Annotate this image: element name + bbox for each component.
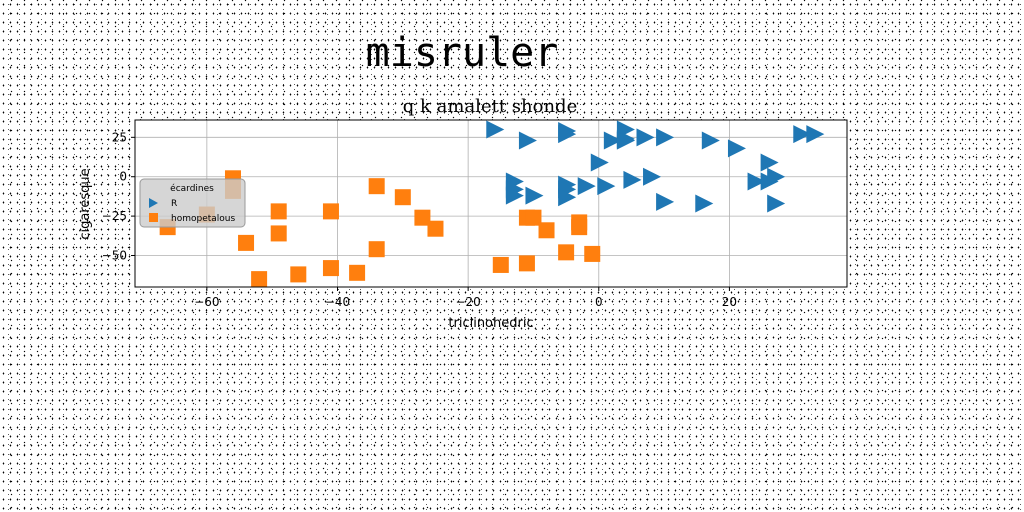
marker-r [558, 125, 577, 144]
marker-homopetalous [322, 260, 339, 277]
marker-r [486, 120, 505, 139]
marker-r [793, 125, 812, 144]
plot-frame [134, 119, 848, 288]
marker-homopetalous [492, 256, 509, 273]
marker-homopetalous [368, 178, 385, 195]
legend: écardines R homopetalous [139, 178, 246, 228]
marker-r [656, 192, 675, 211]
marker-r [760, 153, 779, 172]
marker-homopetalous [414, 209, 431, 226]
legend-title: écardines [170, 183, 214, 194]
marker-r [603, 131, 622, 150]
axis-ticks: −60 −40 −20 0 20 −50 −25 0 25 [102, 130, 737, 309]
marker-r [525, 186, 544, 205]
marker-homopetalous [251, 271, 268, 288]
marker-homopetalous [584, 245, 601, 262]
legend-frame [139, 178, 246, 228]
axes-title: q k amalett shonde [403, 96, 577, 117]
y-tick-label: 25 [112, 130, 127, 144]
marker-r [695, 194, 714, 213]
marker-r [767, 167, 786, 186]
marker-r [643, 167, 662, 186]
marker-homopetalous [394, 189, 411, 206]
marker-r [636, 128, 655, 147]
marker-homopetalous [571, 219, 588, 236]
x-tick-label: 20 [722, 295, 737, 309]
marker-homopetalous [427, 220, 444, 237]
marker-homopetalous [270, 203, 287, 220]
marker-r [616, 131, 635, 150]
marker-r [806, 125, 825, 144]
marker-r [767, 194, 786, 213]
marker-r [623, 170, 642, 189]
marker-homopetalous [558, 244, 575, 261]
marker-r [577, 177, 596, 196]
marker-homopetalous [349, 264, 366, 281]
y-tick-label: 0 [119, 170, 127, 184]
x-tick-label: −20 [455, 295, 480, 309]
x-tick-label: −60 [194, 295, 219, 309]
marker-homopetalous [238, 234, 255, 251]
y-axis-label: cigaresque [78, 168, 93, 239]
figure-suptitle: misruler [366, 30, 559, 76]
x-tick-label: 0 [595, 295, 603, 309]
legend-label-r: R [171, 199, 177, 209]
data-markers [159, 120, 825, 288]
marker-homopetalous [525, 209, 542, 226]
legend-label-homopetalous: homopetalous [171, 214, 235, 224]
marker-r [558, 188, 577, 207]
y-tick-label: −50 [102, 248, 127, 262]
y-tick-label: −25 [102, 209, 127, 223]
marker-homopetalous [322, 203, 339, 220]
marker-homopetalous [290, 266, 307, 283]
marker-r [505, 186, 524, 205]
marker-r [727, 139, 746, 158]
x-tick-label: −40 [325, 295, 350, 309]
marker-r [701, 131, 720, 150]
marker-homopetalous [518, 255, 535, 272]
marker-r [747, 172, 766, 191]
marker-r [656, 128, 675, 147]
marker-homopetalous [270, 225, 287, 242]
legend-marker-r [149, 198, 158, 208]
marker-homopetalous [538, 222, 555, 239]
legend-marker-homopetalous [149, 213, 158, 222]
marker-r [597, 177, 616, 196]
x-axis-label: triclinohedric [448, 316, 533, 331]
marker-r [590, 153, 609, 172]
marker-r [518, 131, 537, 150]
marker-homopetalous [368, 241, 385, 258]
